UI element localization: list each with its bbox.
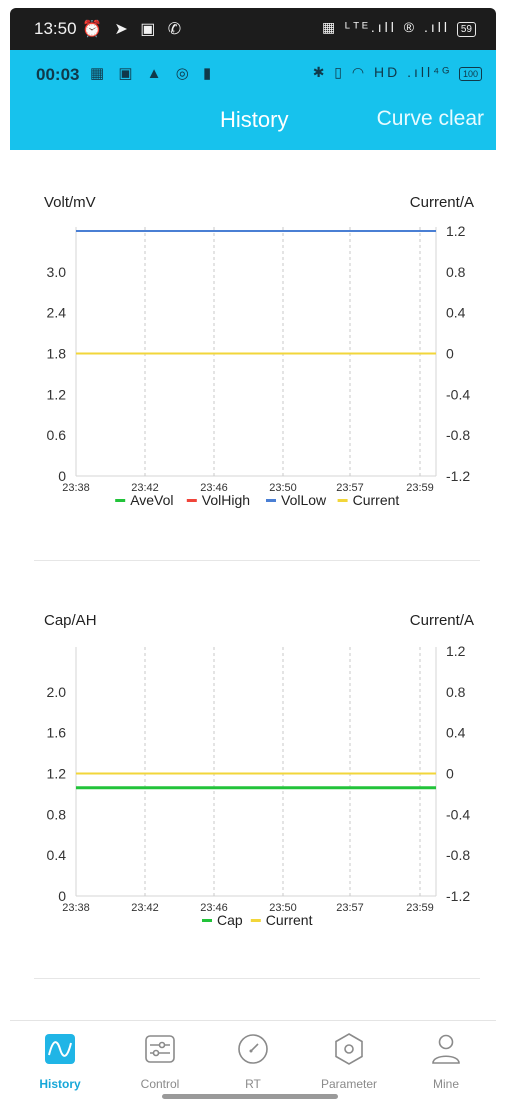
home-indicator[interactable] [162, 1094, 338, 1099]
y2-tick-label: 0.8 [446, 684, 466, 700]
x-tick-label: 23:57 [336, 902, 364, 914]
legend-swatch [266, 499, 276, 502]
curve-clear-button[interactable]: Curve clear [376, 107, 484, 130]
nav-item-history[interactable]: History [20, 1031, 100, 1091]
battery-icon: 59 [456, 22, 476, 37]
wave-chart-icon [45, 1034, 75, 1064]
inner-battery-icon: 100 [458, 67, 482, 81]
legend-swatch [186, 499, 197, 502]
y2-tick-label: -0.8 [446, 847, 470, 863]
y2-tick-label: -0.8 [446, 427, 470, 443]
x-tick-label: 23:42 [131, 482, 159, 494]
y2-tick-label: 0 [446, 766, 454, 782]
notification-icons: ⏰ ➤ ▣ ✆ [82, 21, 186, 38]
y-tick-label: 0 [58, 468, 66, 484]
y-tick-label: 2.0 [47, 684, 67, 700]
voltage-chart: Volt/mV Current/A 23:38 23:42 23:46 23:50 23… [10, 186, 496, 546]
legend-label: Current [266, 912, 313, 928]
x-tick-label: 23:59 [406, 482, 434, 494]
y-tick-label: 0 [58, 888, 66, 904]
y-tick-label: 2.4 [47, 305, 67, 321]
signal-icons: ▦ ᴸᵀᴱ.ıll ® .ıll 59 [322, 19, 476, 37]
inner-status-time: 00:03 [36, 65, 80, 84]
page-title: History [220, 107, 289, 132]
x-tick-label: 23:50 [269, 902, 297, 914]
legend-swatch [115, 499, 126, 502]
system-time: 13:50 [34, 19, 77, 38]
legend-label: Current [353, 492, 400, 508]
legend-swatch [250, 919, 261, 922]
y-tick-label: 1.6 [47, 725, 67, 741]
y-tick-label: 1.8 [47, 346, 67, 362]
nav-item-mine[interactable]: Mine [406, 1031, 486, 1091]
nav-label: Control [140, 1077, 180, 1091]
legend-label: AveVol [130, 492, 173, 508]
nav-item-control[interactable]: Control [120, 1031, 200, 1091]
y-tick-label: 1.2 [47, 766, 67, 782]
voltage-chart-plot: 23:38 23:42 23:46 23:50 23:57 23:59 0 0.6 1.2 1.8… [47, 223, 471, 508]
chart-divider [34, 560, 480, 561]
person-icon [432, 1034, 460, 1064]
chart-divider [34, 978, 480, 979]
y2-tick-label: 0.4 [446, 305, 466, 321]
nav-label: Parameter [320, 1077, 378, 1091]
system-status-bar: 13:50 ⏰ ➤ ▣ ✆ ▦ ᴸᵀᴱ.ıll ® .ıll 59 [10, 8, 496, 50]
nav-label: History [39, 1077, 81, 1091]
nav-item-rt[interactable]: RT [213, 1031, 293, 1091]
x-tick-label: 23:50 [269, 482, 297, 494]
chart-left-axis-title: Volt/mV [44, 194, 96, 211]
y2-tick-label: 0.8 [446, 264, 466, 280]
bluetooth-wifi-signal-icon: ✱ ▯ ◠ HD .ıll⁴ᴳ [312, 64, 453, 80]
y2-tick-label: 0.4 [446, 725, 466, 741]
y2-tick-label: -1.2 [446, 468, 470, 484]
network-signal-icon: ▦ ᴸᵀᴱ.ıll ® .ıll [322, 19, 450, 35]
x-tick-label: 23:57 [336, 482, 364, 494]
capacity-chart-plot: 23:38 23:42 23:46 23:50 23:57 23:59 0 0.4 0.8 1.2… [47, 643, 471, 928]
y-tick-label: 0.8 [47, 806, 67, 822]
y2-tick-label: -1.2 [446, 888, 470, 904]
legend-swatch [337, 499, 348, 502]
gauge-icon [238, 1034, 268, 1064]
y-tick-label: 0.6 [47, 427, 67, 443]
x-tick-label: 23:46 [200, 482, 228, 494]
chart-right-axis-title: Current/A [409, 194, 474, 211]
inner-signal-icons: ✱ ▯ ◠ HD .ıll⁴ᴳ 100 [313, 64, 482, 81]
sliders-icon [145, 1035, 175, 1063]
y-tick-label: 0.4 [47, 847, 67, 863]
capacity-chart: Cap/AH Current/A 23:38 23:42 23:46 23:50 23:… [10, 606, 496, 966]
x-tick-label: 23:38 [62, 902, 90, 914]
x-tick-label: 23:59 [406, 902, 434, 914]
chart-left-axis-title: Cap/AH [44, 612, 97, 629]
y2-tick-label: -0.4 [446, 806, 470, 822]
phone-screen: 13:50 ⏰ ➤ ▣ ✆ ▦ ᴸᵀᴱ.ıll ® .ıll 59 00:03 … [10, 8, 496, 1112]
y2-tick-label: 1.2 [446, 223, 466, 239]
nav-item-parameter[interactable]: Parameter [309, 1031, 389, 1091]
hexagon-settings-icon [335, 1033, 363, 1065]
legend-label: VolLow [281, 492, 327, 508]
app-header: 00:03 ▦ ▣ ▲ ◎ ▮ ✱ ▯ ◠ HD .ıll⁴ᴳ 100 Hist… [10, 50, 496, 150]
nav-label: Mine [432, 1077, 459, 1091]
y-tick-label: 1.2 [47, 386, 67, 402]
y2-tick-label: 1.2 [446, 643, 466, 659]
y-tick-label: 3.0 [47, 264, 67, 280]
legend-swatch [202, 919, 212, 922]
x-tick-label: 23:38 [62, 482, 90, 494]
chart-right-axis-title: Current/A [409, 612, 474, 629]
nav-label: RT [245, 1077, 261, 1091]
y2-tick-label: 0 [446, 346, 454, 362]
bottom-navigation: History Control RT P [10, 1020, 496, 1112]
x-tick-label: 23:46 [200, 902, 228, 914]
x-tick-label: 23:42 [131, 902, 159, 914]
legend-label: VolHigh [202, 492, 250, 508]
inner-notification-icons: ▦ ▣ ▲ ◎ ▮ [90, 65, 217, 82]
legend-label: Cap [217, 912, 243, 928]
y2-tick-label: -0.4 [446, 386, 470, 402]
